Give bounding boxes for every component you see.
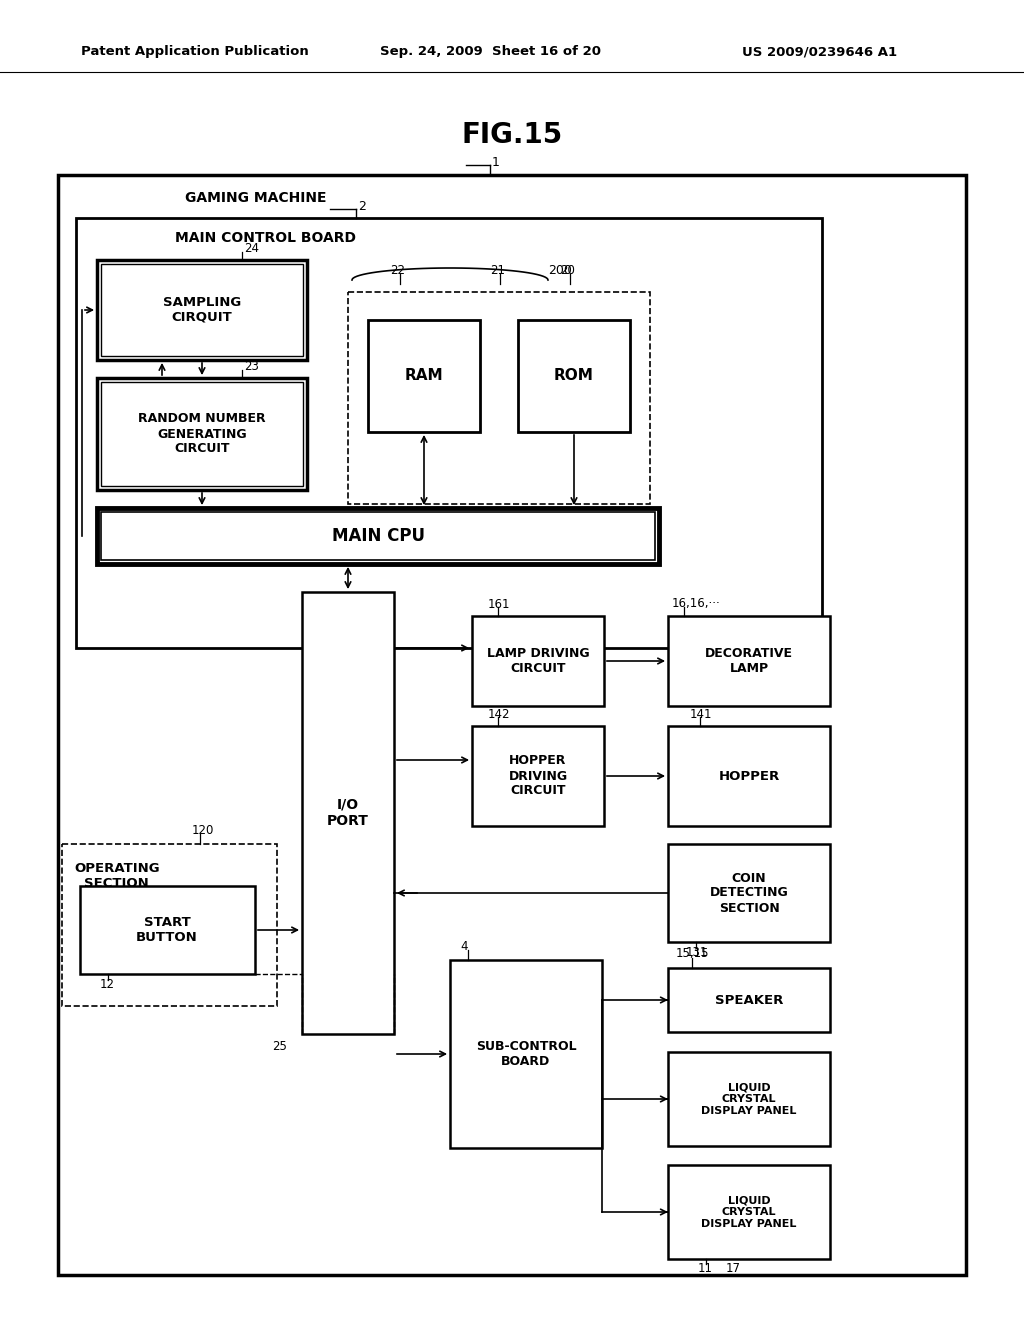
Text: Patent Application Publication: Patent Application Publication [81, 45, 309, 58]
Text: HOPPER: HOPPER [719, 770, 779, 783]
Text: 25: 25 [272, 1040, 287, 1053]
Text: 4: 4 [460, 940, 468, 953]
Bar [668, 1052, 830, 1146]
Bar [450, 960, 602, 1148]
Text: I/O
PORT: I/O PORT [327, 797, 369, 828]
Bar [97, 260, 307, 360]
Text: RANDOM NUMBER
GENERATING
CIRCUIT: RANDOM NUMBER GENERATING CIRCUIT [138, 412, 266, 455]
Bar [58, 176, 966, 1275]
Bar [101, 512, 655, 560]
Text: 20: 20 [560, 264, 574, 276]
Bar [668, 1166, 830, 1259]
Text: COIN
DETECTING
SECTION: COIN DETECTING SECTION [710, 871, 788, 915]
Text: OPERATING
SECTION: OPERATING SECTION [74, 862, 160, 890]
Text: 17: 17 [726, 1262, 741, 1275]
Text: 15,15: 15,15 [676, 948, 710, 961]
Text: 120: 120 [193, 824, 214, 837]
Bar [668, 726, 830, 826]
Text: LIQUID
CRYSTAL
DISPLAY PANEL: LIQUID CRYSTAL DISPLAY PANEL [701, 1196, 797, 1229]
Text: 200: 200 [548, 264, 571, 276]
Text: LAMP DRIVING
CIRCUIT: LAMP DRIVING CIRCUIT [486, 647, 590, 675]
Bar [101, 381, 303, 486]
Text: 23: 23 [244, 359, 259, 372]
Bar [472, 726, 604, 826]
Bar [76, 218, 822, 648]
Text: Sep. 24, 2009  Sheet 16 of 20: Sep. 24, 2009 Sheet 16 of 20 [380, 45, 600, 58]
Text: 12: 12 [100, 978, 115, 990]
Text: 141: 141 [690, 708, 713, 721]
Bar [97, 378, 307, 490]
Text: HOPPER
DRIVING
CIRCUIT: HOPPER DRIVING CIRCUIT [509, 755, 567, 797]
Text: START
BUTTON: START BUTTON [136, 916, 198, 944]
Bar [518, 319, 630, 432]
Bar [302, 591, 394, 1034]
Text: 2: 2 [358, 199, 366, 213]
Text: LIQUID
CRYSTAL
DISPLAY PANEL: LIQUID CRYSTAL DISPLAY PANEL [701, 1082, 797, 1115]
Bar [348, 292, 650, 504]
Text: MAIN CONTROL BOARD: MAIN CONTROL BOARD [175, 231, 356, 246]
Text: FIG.15: FIG.15 [462, 121, 562, 149]
Text: 21: 21 [490, 264, 505, 276]
Text: RAM: RAM [404, 368, 443, 384]
Text: ROM: ROM [554, 368, 594, 384]
Text: US 2009/0239646 A1: US 2009/0239646 A1 [742, 45, 898, 58]
Bar [296, 591, 462, 1041]
Text: 11: 11 [698, 1262, 713, 1275]
Bar [101, 264, 303, 356]
Text: 24: 24 [244, 242, 259, 255]
Bar [668, 843, 830, 942]
Bar [668, 616, 830, 706]
Bar [368, 319, 480, 432]
Bar [62, 843, 278, 1006]
Text: 161: 161 [488, 598, 511, 610]
Text: SPEAKER: SPEAKER [715, 994, 783, 1006]
Text: 1: 1 [492, 156, 500, 169]
Text: SAMPLING
CIRQUIT: SAMPLING CIRQUIT [163, 296, 241, 323]
Text: SUB-CONTROL
BOARD: SUB-CONTROL BOARD [476, 1040, 577, 1068]
Text: 22: 22 [390, 264, 406, 276]
Bar [668, 968, 830, 1032]
Bar [472, 616, 604, 706]
Text: 142: 142 [488, 708, 511, 721]
Text: 131: 131 [686, 945, 709, 958]
Text: 16,16,···: 16,16,··· [672, 597, 721, 610]
Text: MAIN CPU: MAIN CPU [332, 527, 425, 545]
Bar [80, 886, 255, 974]
Bar [97, 508, 659, 564]
Text: GAMING MACHINE: GAMING MACHINE [185, 191, 327, 205]
Text: DECORATIVE
LAMP: DECORATIVE LAMP [705, 647, 793, 675]
